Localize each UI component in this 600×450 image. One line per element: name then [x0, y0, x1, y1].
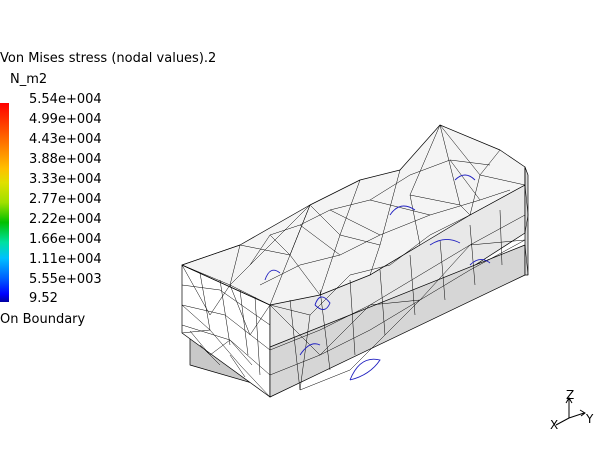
triad-y-label: Y	[586, 412, 594, 426]
mesh-viewport[interactable]	[170, 115, 540, 405]
on-boundary-label: On Boundary	[0, 312, 86, 327]
mesh-wireframe	[181, 124, 529, 398]
legend-tick: 5.55e+003	[29, 272, 102, 287]
legend-title: Von Mises stress (nodal values).2	[0, 51, 217, 66]
legend-tick: 1.11e+004	[29, 252, 102, 267]
legend-tick: 4.43e+004	[29, 132, 102, 147]
legend-unit: N_m2	[10, 72, 48, 87]
legend-tick: 2.22e+004	[29, 212, 102, 227]
legend-tick: 3.88e+004	[29, 152, 102, 167]
axis-triad[interactable]: Z Y X	[544, 385, 600, 435]
fe-mesh-part-icon[interactable]	[170, 115, 540, 405]
legend-tick: 9.52	[29, 291, 58, 306]
legend-tick: 3.33e+004	[29, 172, 102, 187]
legend-tick: 5.54e+004	[29, 92, 102, 107]
triad-x-label: X	[550, 418, 559, 432]
stress-contours	[264, 174, 491, 381]
legend-tick: 4.99e+004	[29, 112, 102, 127]
legend-tick: 1.66e+004	[29, 232, 102, 247]
legend-tick: 2.77e+004	[29, 192, 102, 207]
triad-z-label: Z	[566, 388, 575, 402]
stress-color-bar	[0, 103, 9, 302]
axis-triad-icon	[555, 397, 586, 426]
